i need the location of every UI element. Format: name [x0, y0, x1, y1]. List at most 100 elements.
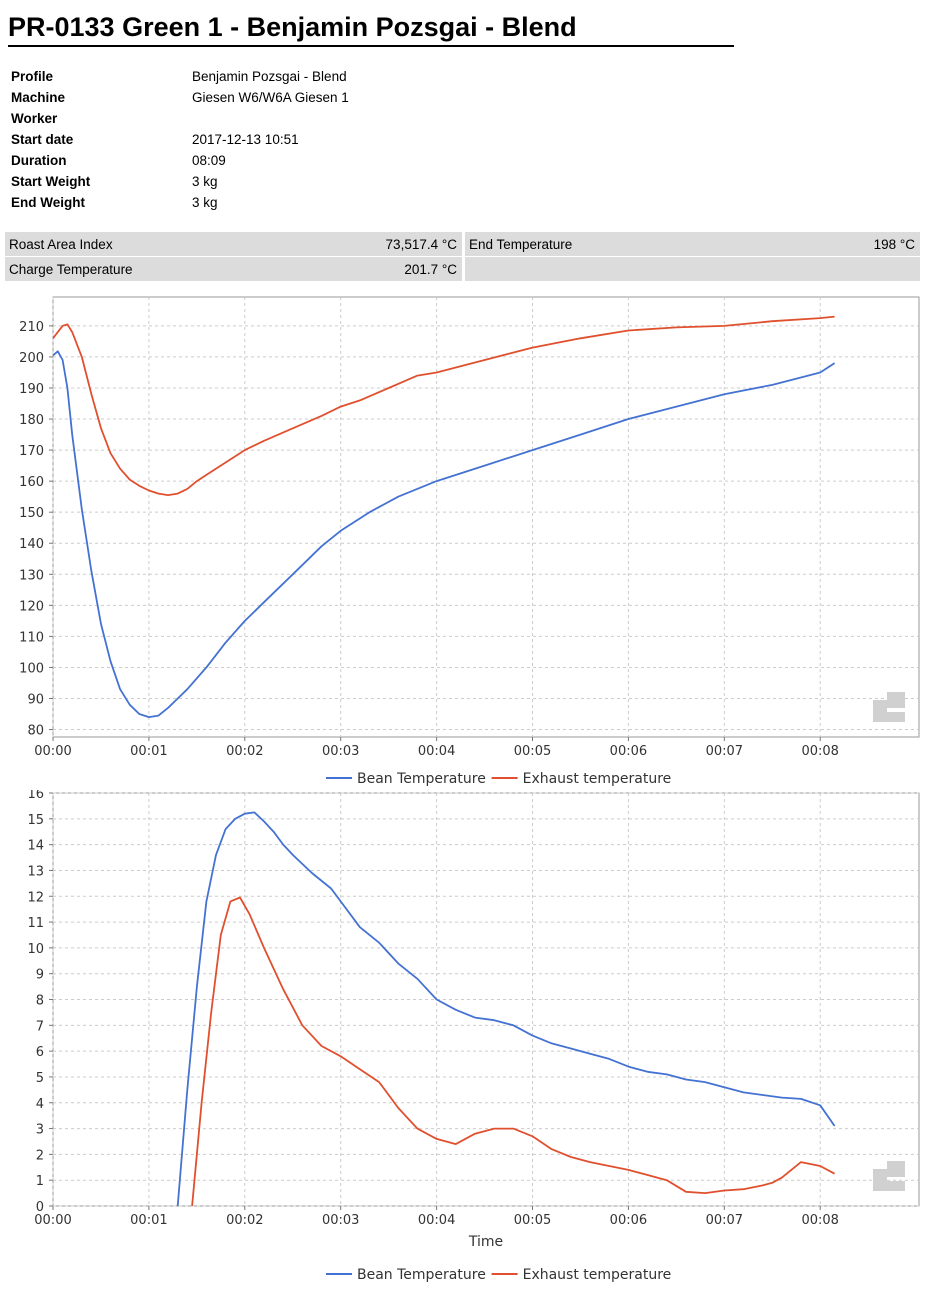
info-row-profile: Profile Benjamin Pozsgai - Blend	[11, 66, 349, 87]
summary-row-2: Charge Temperature 201.7 °C	[5, 257, 920, 281]
y-tick-label: 180	[19, 413, 44, 428]
y-tick-label: 14	[27, 839, 44, 854]
rate-of-rise-chart-svg: 00:00 00:01 00:02 00:03 00:04 00:05 00:06 00:07…	[27, 790, 920, 1283]
y-tick-label: 6	[36, 1045, 44, 1060]
y-tick-label: 200	[19, 351, 44, 366]
legend-exhaust-label: Exhaust temperature	[523, 771, 672, 787]
x-tick-label: 00:00	[34, 1213, 71, 1228]
x-tick-label: 00:03	[322, 1213, 359, 1228]
end-temperature-value: 198 °C	[873, 236, 915, 252]
watermark-shape	[879, 712, 905, 722]
x-tick-label: 00:00	[34, 744, 71, 759]
info-value-machine: Giesen W6/W6A Giesen 1	[192, 90, 349, 105]
page-title: PR-0133 Green 1 - Benjamin Pozsgai - Ble…	[8, 12, 577, 42]
info-value-start-weight: 3 kg	[192, 174, 218, 189]
y-tick-label: 11	[27, 916, 44, 931]
x-tick-label: 00:06	[610, 744, 647, 759]
y-tick-label: 110	[19, 630, 44, 645]
exhaust-temperature-line	[191, 896, 836, 1206]
info-key-worker: Worker	[11, 111, 58, 126]
y-tick-label: 9	[36, 968, 44, 983]
y-tick-label: 130	[19, 568, 44, 583]
watermark-logo	[873, 692, 905, 722]
temperature-chart: 00:00 00:01 00:02 00:03 00:04 00:05 00:06 00:07…	[0, 290, 934, 795]
end-temperature-label: End Temperature	[469, 236, 573, 252]
roast-info-table: Profile Benjamin Pozsgai - Blend Machine…	[11, 66, 349, 213]
summary-table: Roast Area Index 73,517.4 °C End Tempera…	[5, 232, 920, 281]
y-tick-label: 4	[36, 1097, 44, 1112]
y-tick-label: 10	[27, 942, 44, 957]
x-tick-label: 00:08	[801, 1213, 838, 1228]
x-tick-label: 00:04	[418, 1213, 455, 1228]
y-tick-label: 7	[36, 1019, 44, 1034]
y-tick-label: 12	[27, 890, 44, 905]
y-tick-label: 120	[19, 599, 44, 614]
empty-summary-cell	[465, 257, 920, 281]
y-tick-label: 16	[27, 790, 44, 802]
summary-row-1: Roast Area Index 73,517.4 °C End Tempera…	[5, 232, 920, 256]
x-tick-label: 00:01	[130, 744, 167, 759]
y-tick-label: 2	[36, 1148, 44, 1163]
watermark-logo	[873, 1161, 905, 1191]
legend-bean-label: Bean Temperature	[357, 771, 486, 787]
bean-temperature-line	[176, 811, 836, 1206]
info-row-duration: Duration 08:09	[11, 150, 349, 171]
rate-of-rise-chart: 00:00 00:01 00:02 00:03 00:04 00:05 00:06 00:07…	[0, 790, 934, 1290]
legend-bean-label: Bean Temperature	[357, 1267, 486, 1283]
x-tick-label: 00:05	[514, 744, 551, 759]
info-row-end-weight: End Weight 3 kg	[11, 192, 349, 213]
y-tick-label: 210	[19, 320, 44, 335]
watermark-shape	[887, 1161, 905, 1177]
y-tick-label: 160	[19, 475, 44, 490]
title-underline	[8, 45, 734, 47]
info-key-machine: Machine	[11, 90, 66, 105]
info-value-duration: 08:09	[192, 153, 226, 168]
info-row-start-weight: Start Weight 3 kg	[11, 171, 349, 192]
info-key-duration: Duration	[11, 153, 67, 168]
y-tick-label: 80	[27, 724, 44, 739]
info-key-start-date: Start date	[11, 132, 74, 147]
x-tick-label: 00:02	[226, 744, 263, 759]
y-tick-label: 13	[27, 864, 44, 879]
x-axis-title: Time	[468, 1234, 503, 1250]
watermark-shape	[887, 692, 905, 708]
x-tick-label: 00:02	[226, 1213, 263, 1228]
x-tick-label: 00:06	[610, 1213, 647, 1228]
roast-area-index-label: Roast Area Index	[9, 236, 113, 252]
x-tick-label: 00:07	[706, 1213, 743, 1228]
info-value-end-weight: 3 kg	[192, 195, 218, 210]
y-tick-label: 5	[36, 1071, 44, 1086]
y-tick-label: 15	[27, 813, 44, 828]
info-row-machine: Machine Giesen W6/W6A Giesen 1	[11, 87, 349, 108]
y-tick-label: 190	[19, 382, 44, 397]
x-tick-label: 00:05	[514, 1213, 551, 1228]
info-row-start-date: Start date 2017-12-13 10:51	[11, 129, 349, 150]
end-temperature-cell: End Temperature 198 °C	[465, 232, 920, 256]
y-tick-label: 0	[36, 1200, 44, 1215]
roast-area-index-cell: Roast Area Index 73,517.4 °C	[5, 232, 462, 256]
exhaust-temperature-line	[53, 315, 835, 497]
info-key-profile: Profile	[11, 69, 54, 84]
y-tick-label: 140	[19, 537, 44, 552]
x-tick-label: 00:01	[130, 1213, 167, 1228]
info-key-end-weight: End Weight	[11, 195, 85, 210]
charge-temperature-cell: Charge Temperature 201.7 °C	[5, 257, 462, 281]
y-tick-label: 8	[36, 994, 44, 1009]
legend-exhaust-label: Exhaust temperature	[523, 1267, 672, 1283]
charge-temperature-label: Charge Temperature	[9, 261, 133, 277]
info-row-worker: Worker	[11, 108, 349, 129]
x-tick-label: 00:04	[418, 744, 455, 759]
x-tick-label: 00:03	[322, 744, 359, 759]
y-tick-label: 170	[19, 444, 44, 459]
x-tick-label: 00:07	[706, 744, 743, 759]
temperature-chart-svg: 00:00 00:01 00:02 00:03 00:04 00:05 00:06 00:07…	[19, 296, 920, 787]
plot-area	[52, 296, 920, 738]
x-tick-label: 00:08	[801, 744, 838, 759]
y-tick-label: 100	[19, 661, 44, 676]
roast-area-index-value: 73,517.4 °C	[385, 236, 457, 252]
charge-temperature-value: 201.7 °C	[404, 261, 457, 277]
y-tick-label: 3	[36, 1123, 44, 1138]
info-value-profile: Benjamin Pozsgai - Blend	[192, 69, 347, 84]
y-tick-label: 150	[19, 506, 44, 521]
y-tick-label: 1	[36, 1174, 44, 1189]
